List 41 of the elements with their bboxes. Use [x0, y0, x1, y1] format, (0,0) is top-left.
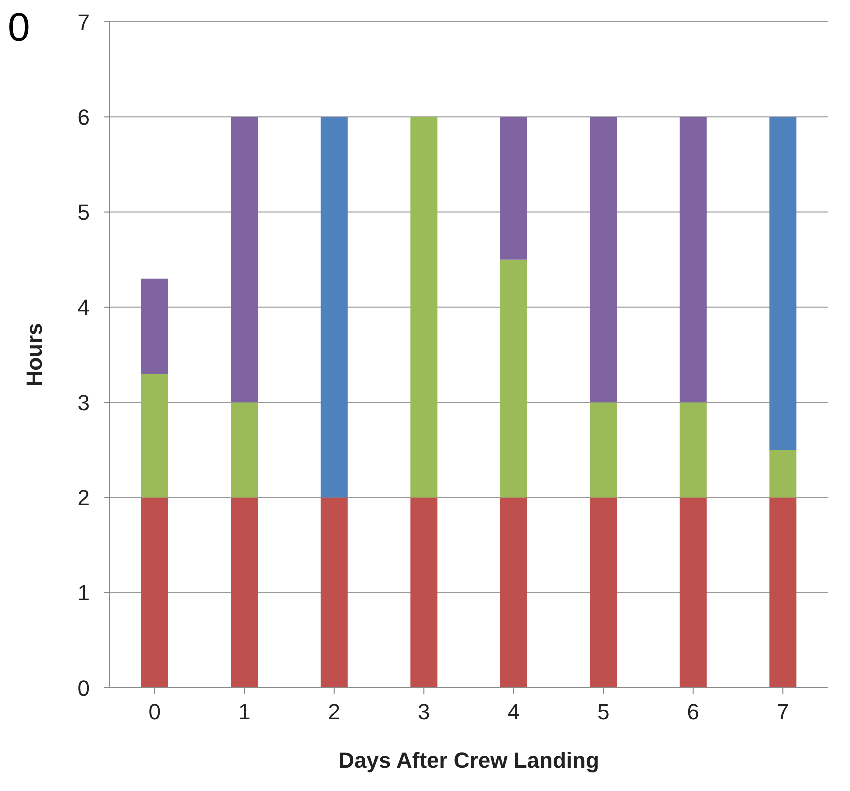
bar: [590, 117, 618, 403]
x-tick-label: 4: [508, 700, 520, 725]
text: 0: [8, 6, 30, 50]
bar: [231, 402, 258, 498]
bar: [231, 117, 258, 403]
bar: [500, 260, 528, 498]
y-tick-label: 4: [78, 295, 90, 320]
x-tick-label: 7: [777, 700, 790, 725]
y-tick-label: 2: [78, 486, 90, 511]
bar: [141, 498, 168, 688]
bar: [680, 402, 707, 498]
bar: [770, 450, 797, 498]
x-tick-label: 1: [238, 700, 251, 725]
x-tick-label: 3: [418, 700, 430, 725]
bar: [590, 498, 618, 688]
y-tick-label: 5: [78, 200, 90, 226]
bar: [320, 498, 348, 688]
y-tick-label: 7: [78, 10, 90, 35]
bar: [141, 374, 168, 498]
x-axis-title: Days After Crew Landing: [338, 748, 600, 773]
y-tick-label: 0: [78, 676, 90, 701]
bar: [500, 117, 528, 260]
y-tick-label: 1: [78, 580, 90, 606]
x-tick-label: 5: [598, 700, 610, 725]
bar: [770, 498, 797, 688]
bar: [770, 117, 797, 450]
x-tick-label: 6: [687, 700, 700, 725]
y-tick-label: 3: [78, 390, 90, 416]
bar: [320, 117, 348, 498]
x-tick-label: 0: [148, 700, 161, 725]
bar: [141, 278, 168, 374]
bar: [231, 498, 258, 688]
bar: [410, 498, 438, 688]
y-tick-label: 6: [78, 104, 90, 130]
bar: [590, 402, 618, 498]
bar: [680, 117, 707, 403]
bar: [680, 498, 707, 688]
x-tick-label: 2: [328, 700, 340, 725]
bar: [500, 498, 528, 688]
bar: [410, 117, 438, 498]
y-axis-title: Hours: [22, 323, 47, 387]
